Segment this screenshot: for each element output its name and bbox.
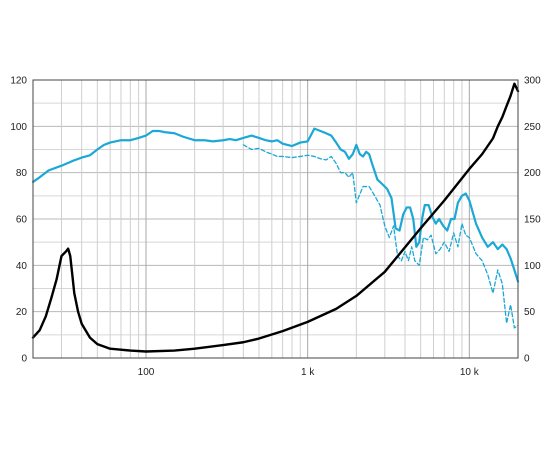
plot-frame	[32, 79, 519, 359]
y-right-tick-label: 100	[524, 261, 541, 272]
off-axis-response-curve	[242, 144, 519, 329]
x-tick-label: 1 k	[301, 367, 315, 378]
y-left-tick-label: 120	[10, 76, 27, 87]
y-left-tick-label: 20	[16, 307, 28, 318]
x-tick-label: 10 k	[460, 367, 480, 378]
y-right-tick-label: 300	[524, 76, 541, 87]
impedance-curve	[31, 82, 520, 353]
y-left-tick-label: 80	[16, 168, 28, 179]
on-axis-response-curve	[31, 127, 520, 283]
y-right-tick-label: 150	[524, 215, 541, 226]
y-left-tick-label: 40	[16, 261, 28, 272]
y-right-tick-label: 50	[524, 307, 536, 318]
series-group	[31, 82, 520, 353]
y-right-tick-label: 200	[524, 168, 541, 179]
y-left-tick-label: 0	[21, 354, 27, 365]
y-right-tick-label: 0	[524, 354, 530, 365]
x-tick-label: 100	[138, 367, 155, 378]
y-left-tick-label: 60	[16, 215, 28, 226]
tick-labels: 0 20 40 60 80 100 120 0 50 100 150 200 250 300 100 1 k 1…	[10, 76, 541, 379]
grid	[32, 79, 519, 359]
y-right-tick-label: 250	[524, 122, 541, 133]
y-left-tick-label: 100	[10, 122, 27, 133]
